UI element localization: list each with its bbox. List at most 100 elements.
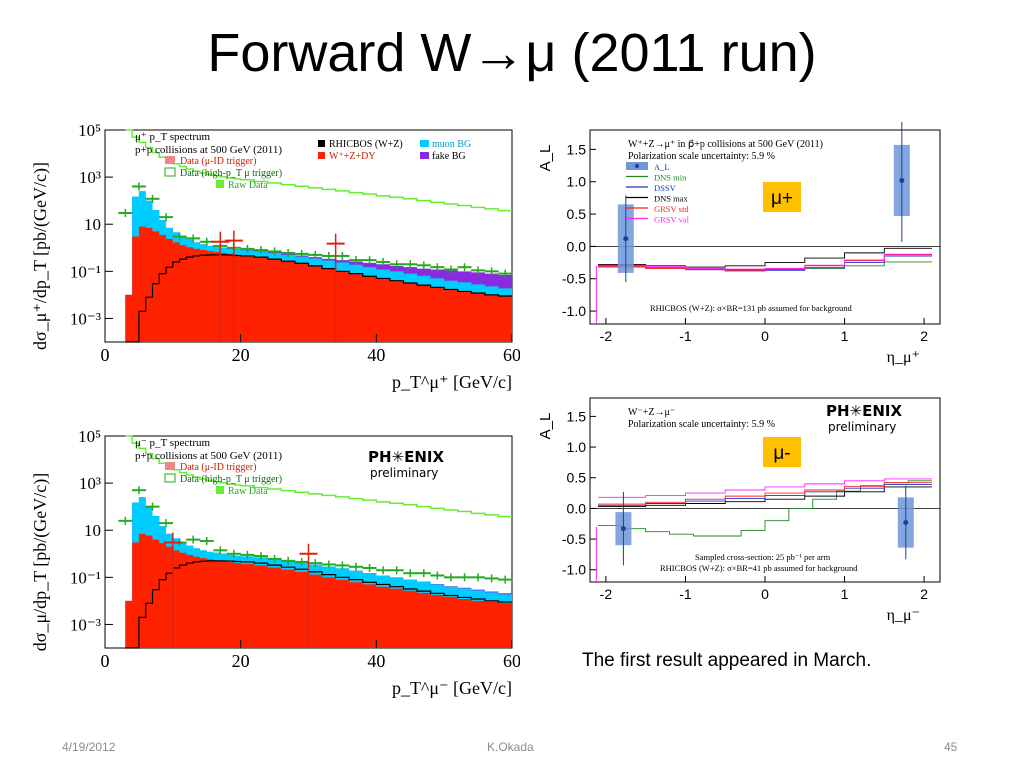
legend-swatch	[216, 180, 224, 188]
x-tick-label: -2	[600, 328, 613, 344]
theory-curve	[597, 486, 933, 508]
caption: The first result appeared in March.	[582, 650, 872, 671]
theory-curve	[597, 482, 933, 505]
legend-title: μ⁺ p_T spectrum	[135, 131, 210, 143]
legend-item: GRSV std	[654, 204, 689, 214]
phenix-logo: PH✳ENIX	[826, 402, 902, 420]
plot-frame	[589, 129, 941, 325]
y-tick-label: 10⁻³	[70, 615, 101, 634]
rhicbos-line	[125, 560, 512, 649]
legend-item: W⁺+Z+DY	[329, 151, 376, 162]
chart-note: RHICBOS (W+Z): σ×BR=41 pb assumed for ba…	[660, 563, 858, 573]
y-tick-label: -1.0	[562, 303, 586, 319]
legend-item: Data (μ-ID trigger)	[180, 156, 256, 167]
theory-curve	[597, 247, 933, 268]
badge-label: μ+	[771, 188, 793, 209]
footer-page: 45	[944, 740, 958, 754]
legend-swatch	[420, 152, 429, 159]
chart-note: RHICBOS (W+Z): σ×BR=131 pb assumed for b…	[650, 303, 852, 313]
theory-curve	[597, 480, 933, 537]
phenix-preliminary: preliminary	[828, 420, 896, 434]
y-tick-label: 10⁻¹	[70, 568, 101, 587]
chart-subtitle: Polarization scale uncertainty: 5.9 %	[628, 419, 775, 430]
y-tick-label: 0.0	[567, 500, 587, 516]
y-axis-label: A_L	[537, 145, 554, 172]
y-tick-label: 10⁵	[78, 427, 101, 446]
asym-plus-chart: -2 -1 0 1 2 1.5 1.0 0.5 0.0 -0.5 -1.0 A_L η_μ⁺ W⁺+Z→μ…	[537, 122, 941, 366]
chart-subtitle: Polarization scale uncertainty: 5.9 %	[628, 151, 775, 162]
asym-point	[899, 177, 905, 183]
footer-date: 4/19/2012	[62, 740, 116, 754]
legend-item: A_L	[654, 162, 670, 172]
asym-point	[623, 236, 629, 242]
asym-minus-chart: -2 -1 0 1 2 1.5 1.0 0.5 0.0 -0.5 -1.0 A_L η_μ⁻ W⁻+Z→μ…	[537, 397, 941, 624]
y-tick-label: 10⁻¹	[70, 262, 101, 281]
x-tick-label: -1	[679, 328, 692, 344]
y-tick-label: 10	[84, 215, 101, 234]
badge-label: μ-	[773, 443, 790, 464]
y-tick-label: -0.5	[562, 531, 586, 547]
phenix-preliminary: preliminary	[370, 466, 438, 480]
y-tick-label: 10³	[79, 474, 101, 493]
x-tick-label: 2	[920, 586, 928, 602]
asym-point	[903, 520, 909, 526]
theory-curve	[597, 478, 933, 498]
legend-item: fake BG	[432, 151, 466, 162]
legend-swatch	[318, 152, 325, 159]
y-tick-label: 0.5	[567, 206, 587, 222]
x-tick-label: 0	[101, 651, 110, 671]
chart-title: W⁻+Z→μ⁻	[628, 407, 675, 418]
legend-title: μ⁻ p_T spectrum	[135, 437, 210, 449]
spectrum-minus-chart: 0 20 40 60 10⁵ 10³ 10 10⁻¹ 10⁻³ p_T^μ⁻ [GeV/c] dσ_…	[30, 427, 520, 698]
x-tick-label: 0	[101, 345, 110, 365]
x-axis-label: η_μ⁻	[887, 607, 920, 624]
x-tick-label: 20	[232, 345, 250, 365]
x-axis-label: p_T^μ⁻ [GeV/c]	[392, 678, 512, 698]
rhicbos-line	[125, 254, 512, 343]
legend-item: GRSV val	[654, 215, 690, 225]
y-tick-label: 10	[84, 521, 101, 540]
legend-subtitle: p+p collisions at 500 GeV (2011)	[135, 450, 282, 462]
x-tick-label: 0	[761, 586, 769, 602]
x-tick-label: 2	[920, 328, 928, 344]
legend-item: DNS min	[654, 173, 687, 183]
legend-item: RHICBOS (W+Z)	[329, 139, 403, 150]
y-tick-label: 10⁻³	[70, 309, 101, 328]
legend-swatch	[420, 140, 429, 147]
legend-item: Data (μ-ID trigger)	[180, 462, 256, 473]
y-tick-label: -1.0	[562, 562, 586, 578]
legend-item: muon BG	[432, 139, 471, 150]
x-tick-label: -1	[679, 586, 692, 602]
y-tick-label: 10³	[79, 168, 101, 187]
y-tick-label: 1.0	[567, 439, 587, 455]
y-tick-label: 1.5	[567, 408, 587, 424]
phenix-logo: PH✳ENIX	[368, 448, 444, 466]
spectrum-plus-chart: 0 20 40 60 10⁵ 10³ 10 10⁻¹ 10⁻³ p_T^μ⁺ [GeV/c] dσ_…	[30, 121, 520, 392]
x-axis-label: p_T^μ⁺ [GeV/c]	[392, 372, 512, 392]
x-tick-label: 40	[367, 651, 385, 671]
badge-box	[763, 437, 801, 467]
legend-swatch	[164, 167, 176, 177]
x-axis-label: η_μ⁺	[887, 349, 920, 366]
legend-swatch	[635, 164, 639, 168]
y-axis-label: A_L	[537, 413, 554, 440]
legend-item: Data (high-p_T μ trigger)	[180, 168, 282, 179]
x-tick-label: 20	[232, 651, 250, 671]
y-axis-label: dσ_μ⁺/dp_T [pb/(GeV/c)]	[30, 162, 51, 350]
signal-area	[125, 533, 512, 648]
asym-plus-panel: -2 -1 0 1 2 1.5 1.0 0.5 0.0 -0.5 -1.0 A_L η_μ⁺ W⁺+Z→μ…	[530, 122, 950, 380]
legend-item: DSSV	[654, 183, 677, 193]
x-tick-label: -2	[600, 586, 613, 602]
asym-minus-panel: -2 -1 0 1 2 1.5 1.0 0.5 0.0 -0.5 -1.0 A_L η_μ⁻ W⁻+Z→μ…	[530, 390, 950, 638]
theory-curve	[597, 254, 933, 271]
y-tick-label: 1.5	[567, 141, 587, 157]
legend-swatch	[165, 156, 175, 164]
legend-swatch	[164, 473, 176, 483]
legend-item: Raw Data	[228, 180, 268, 191]
y-tick-label: -0.5	[562, 271, 586, 287]
footer-author: K.Okada	[487, 740, 534, 754]
legend-swatch	[318, 140, 325, 147]
spectrum-plus-panel: 0 20 40 60 10⁵ 10³ 10 10⁻¹ 10⁻³ p_T^μ⁺ [GeV/c] dσ_…	[20, 112, 520, 402]
y-tick-label: 0.0	[567, 238, 587, 254]
x-tick-label: 0	[761, 328, 769, 344]
